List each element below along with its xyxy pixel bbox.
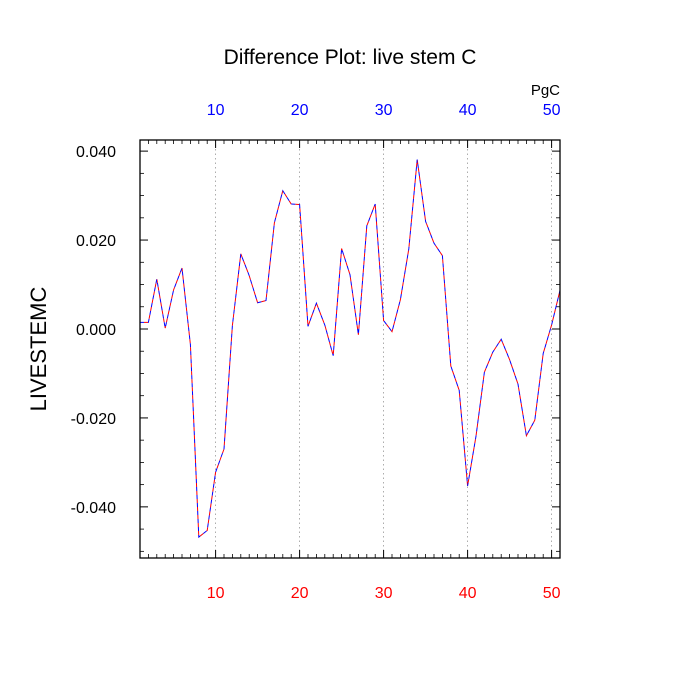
- series-line-red-dash: [140, 159, 561, 539]
- x-tick-label-bottom: 10: [207, 585, 225, 602]
- x-tick-labels-top: 10 20 30 40 50: [207, 102, 561, 119]
- y-axis-label: LIVESTEMC: [26, 287, 51, 412]
- x-tick-label-bottom: 50: [543, 585, 561, 602]
- x-tick-label-top: 40: [459, 102, 477, 119]
- y-tick-label: -0.040: [71, 500, 116, 517]
- data-series: [140, 159, 561, 539]
- x-tick-label-top: 10: [207, 102, 225, 119]
- x-tick-label-bottom: 40: [459, 585, 477, 602]
- y-tick-label: 0.040: [76, 144, 116, 161]
- x-tick-label-top: 20: [291, 102, 309, 119]
- y-tick-labels: -0.040 -0.020 0.000 0.020 0.040: [71, 144, 116, 517]
- y-tick-label: 0.000: [76, 322, 116, 339]
- x-tick-label-bottom: 20: [291, 585, 309, 602]
- major-tick-marks: [140, 140, 560, 558]
- y-tick-label: -0.020: [71, 411, 116, 428]
- minor-tick-marks: [140, 140, 561, 558]
- vertical-gridlines: [215, 140, 552, 558]
- plot-frame: [139, 139, 561, 559]
- chart-title: Difference Plot: live stem C: [224, 46, 477, 69]
- x-tick-label-top: 50: [543, 102, 561, 119]
- x-tick-label-bottom: 30: [375, 585, 393, 602]
- top-axis-unit-label: PgC: [531, 82, 560, 99]
- series-line-blue-dash: [140, 159, 561, 539]
- x-tick-labels-bottom: 10 20 30 40 50: [207, 585, 561, 602]
- y-tick-label: 0.020: [76, 233, 116, 250]
- x-tick-label-top: 30: [375, 102, 393, 119]
